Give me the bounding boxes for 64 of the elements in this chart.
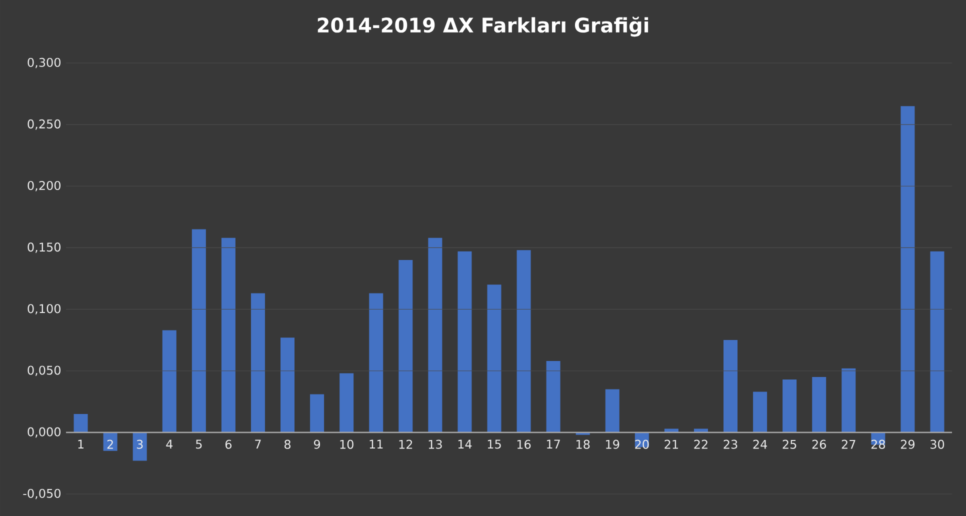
x-tick-label: 27 [842, 440, 856, 449]
x-tick-label: 15 [488, 440, 501, 449]
x-tick-label: 25 [782, 440, 796, 449]
x-tick-label: 23 [724, 440, 738, 449]
bar [340, 373, 354, 432]
x-tick-label: 22 [694, 440, 708, 449]
x-tick-label: 28 [871, 440, 885, 449]
bar [369, 293, 384, 432]
x-tick-label: 9 [314, 440, 320, 449]
x-tick-label: 3 [136, 440, 143, 449]
x-tick-label: 24 [753, 440, 767, 449]
y-tick-label: 0,050 [28, 366, 60, 376]
x-tick-label: 7 [255, 440, 261, 449]
x-tick-label: 18 [576, 440, 590, 449]
bar [103, 432, 118, 451]
x-tick-label: 10 [340, 440, 354, 449]
x-tick-label: 19 [606, 440, 620, 449]
y-tick-label: 0,150 [28, 242, 60, 253]
bar [221, 238, 236, 432]
x-tick-label: 30 [930, 440, 944, 449]
bar [458, 251, 472, 432]
bar [930, 251, 944, 432]
bar [487, 284, 502, 432]
x-tick-label: 26 [812, 440, 826, 449]
bar [516, 250, 531, 432]
bar [192, 229, 206, 432]
bar [724, 340, 738, 432]
x-tick-label: 14 [458, 440, 472, 449]
x-tick-label: 8 [284, 440, 291, 449]
x-tick-label: 17 [546, 440, 560, 449]
x-tick-label: 21 [664, 440, 678, 449]
x-tick-label: 11 [370, 440, 383, 449]
bar [605, 389, 620, 432]
x-tick-label: 20 [635, 440, 649, 449]
bar [250, 293, 265, 432]
bar [812, 377, 826, 432]
x-tick-label: 5 [196, 440, 202, 449]
bar [162, 330, 176, 432]
chart-title: 2014-2019 ΔX Farkları Grafiği [318, 16, 648, 37]
bar [842, 368, 856, 432]
y-tick-label: 0,250 [28, 119, 60, 130]
x-tick-label: 6 [225, 440, 232, 449]
x-tick-label: 1 [78, 440, 84, 449]
bar [546, 360, 560, 432]
bar [74, 414, 88, 432]
x-tick-label: 4 [166, 440, 173, 449]
y-tick-label: 0,100 [28, 304, 60, 314]
x-tick-label: 16 [517, 440, 531, 449]
bar [280, 338, 295, 432]
x-tick-label: 29 [900, 440, 914, 449]
y-tick-label: 0,200 [28, 180, 60, 192]
bar [428, 238, 442, 432]
bar [782, 379, 797, 432]
x-tick-label: 2 [107, 440, 113, 449]
y-tick-label: -0,050 [23, 488, 60, 500]
x-tick-label: 12 [399, 440, 412, 449]
x-tick-label: 13 [428, 440, 442, 449]
bar [753, 392, 768, 432]
bar [398, 260, 413, 432]
bar [310, 394, 324, 432]
bar [132, 432, 147, 461]
y-tick-label: 0,300 [28, 58, 60, 68]
bar [900, 106, 915, 432]
y-tick-label: 0,000 [28, 427, 60, 438]
